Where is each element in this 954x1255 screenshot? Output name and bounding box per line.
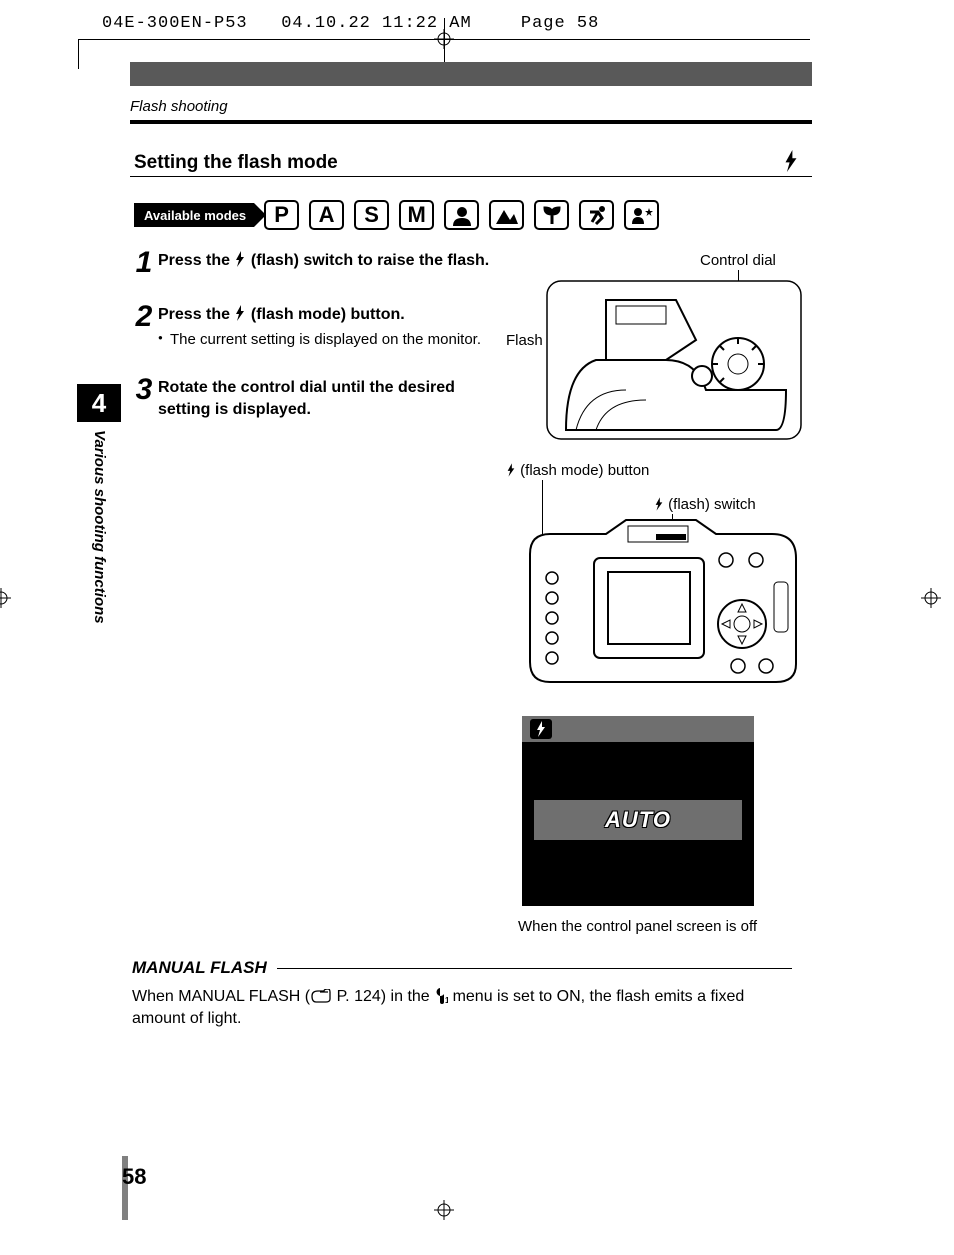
step-text: (flash mode) button. [246, 306, 404, 323]
pointer-icon [310, 989, 332, 1003]
flash-icon [782, 150, 800, 177]
camera-back-diagram [516, 514, 806, 688]
breadcrumb: Flash shooting [130, 98, 228, 115]
camera-top-diagram [546, 280, 802, 440]
registration-mark [434, 1200, 454, 1220]
registration-mark [0, 588, 11, 608]
available-modes-label: Available modes [134, 203, 254, 227]
monitor-caption: When the control panel screen is off [518, 918, 757, 935]
mode-m-icon: M [399, 200, 434, 230]
available-modes: Available modes P A S M [134, 200, 659, 230]
flash-icon [234, 251, 246, 267]
mode-s-icon: S [354, 200, 389, 230]
mode-macro-icon [534, 200, 569, 230]
mode-night-icon [624, 200, 659, 230]
step-number: 1 [130, 248, 158, 278]
manual-flash-section: MANUAL FLASH When MANUAL FLASH ( P. 124)… [132, 958, 792, 1031]
monitor-mode-band: AUTO [534, 800, 742, 840]
flash-icon [530, 719, 552, 739]
chapter-tab: 4 [77, 384, 121, 422]
step-text: (flash) switch to raise the flash. [246, 252, 489, 269]
monitor-mode-text: AUTO [605, 807, 671, 833]
flash-icon [654, 497, 664, 511]
step-1: 1 Press the (flash) switch to raise the … [130, 248, 500, 278]
registration-mark [434, 29, 454, 49]
wrench-icon: 1 [434, 986, 448, 1004]
rule [277, 968, 792, 969]
steps: 1 Press the (flash) switch to raise the … [130, 248, 500, 445]
mode-portrait-icon [444, 200, 479, 230]
step-text: Rotate the control dial until the desire… [158, 379, 455, 418]
label-flash-mode-button: (flash mode) button [506, 462, 649, 479]
monitor-screenshot: AUTO [522, 716, 754, 906]
label-flash-switch: (flash) switch [654, 496, 756, 513]
mode-p-icon: P [264, 200, 299, 230]
manual-flash-body: When MANUAL FLASH ( P. 124) in the 1 men… [132, 986, 792, 1031]
page-number: 58 [122, 1164, 146, 1190]
step-text: Press the [158, 306, 234, 323]
header-bar [130, 62, 812, 86]
chapter-caption: Various shooting functions [91, 430, 108, 624]
step-text: Press the [158, 252, 234, 269]
registration-mark [921, 588, 941, 608]
mode-landscape-icon [489, 200, 524, 230]
flash-icon [234, 305, 246, 321]
header-rule [130, 120, 812, 124]
mode-a-icon: A [309, 200, 344, 230]
step-number: 3 [130, 375, 158, 421]
slug-page: Page 58 [521, 14, 599, 33]
mode-sport-icon [579, 200, 614, 230]
print-slug: 04E-300EN-P53 04.10.22 11:22 AM Page 58 [102, 14, 599, 33]
manual-flash-title: MANUAL FLASH [132, 958, 267, 978]
flash-icon [506, 463, 516, 477]
step-number: 2 [130, 302, 158, 351]
page: Flash shooting Setting the flash mode Av… [78, 62, 812, 1182]
slug-file: 04E-300EN-P53 [102, 14, 248, 33]
title-rule [130, 176, 812, 177]
page-title: Setting the flash mode [134, 152, 338, 174]
step-3: 3 Rotate the control dial until the desi… [130, 375, 500, 421]
monitor-header [522, 716, 754, 742]
step-2: 2 Press the (flash mode) button. The cur… [130, 302, 500, 351]
step-subtext: The current setting is displayed on the … [158, 330, 481, 351]
label-control-dial: Control dial [700, 252, 776, 269]
label-flash: Flash [506, 332, 543, 349]
